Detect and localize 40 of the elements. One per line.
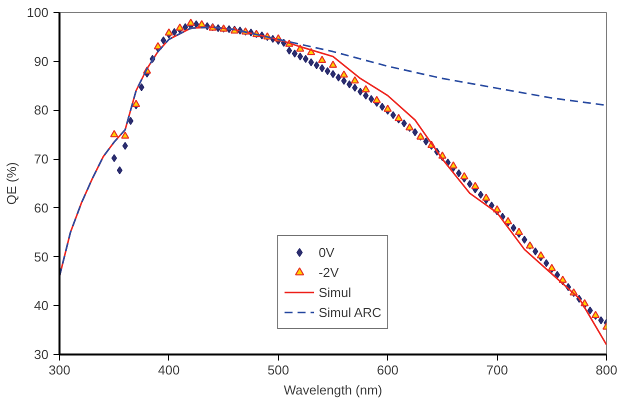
point [449,161,458,169]
y-tick-label: 40 [34,298,49,314]
point [514,228,524,235]
x-tick-label: 700 [486,362,508,378]
y-tick-label: 80 [34,102,49,118]
y-tick-label: 30 [34,347,49,362]
point [176,23,184,31]
legend-label: 0V [318,244,336,260]
point [372,96,381,104]
point [154,42,162,50]
point [186,18,195,26]
x-tick-label: 300 [48,362,70,378]
point [164,28,173,36]
y-tick-label: 90 [34,54,49,69]
point [132,100,140,107]
y-axis-title: QE (%) [4,162,19,205]
legend-label: Simul ARC [318,304,382,320]
legend-label: -2V [318,264,339,280]
legend-label: Simul [318,284,352,300]
x-tick-label: 600 [376,362,399,378]
point [340,70,348,78]
point [318,56,326,63]
point [536,251,545,258]
x-tick-label: 500 [267,362,290,378]
y-tick-label: 100 [26,5,49,20]
point [328,60,338,68]
x-tick-label: 400 [158,362,180,378]
point [384,104,392,112]
x-axis-title: Wavelength (nm) [284,382,382,398]
point [121,131,130,139]
point [471,182,480,190]
point [110,130,118,138]
y-tick-label: 50 [34,249,49,264]
point [460,172,468,180]
point [482,194,490,201]
point [362,85,370,92]
x-tick-label: 800 [596,362,618,378]
y-tick-label: 70 [34,152,49,167]
y-tick-label: 60 [34,200,49,216]
point [350,76,359,84]
